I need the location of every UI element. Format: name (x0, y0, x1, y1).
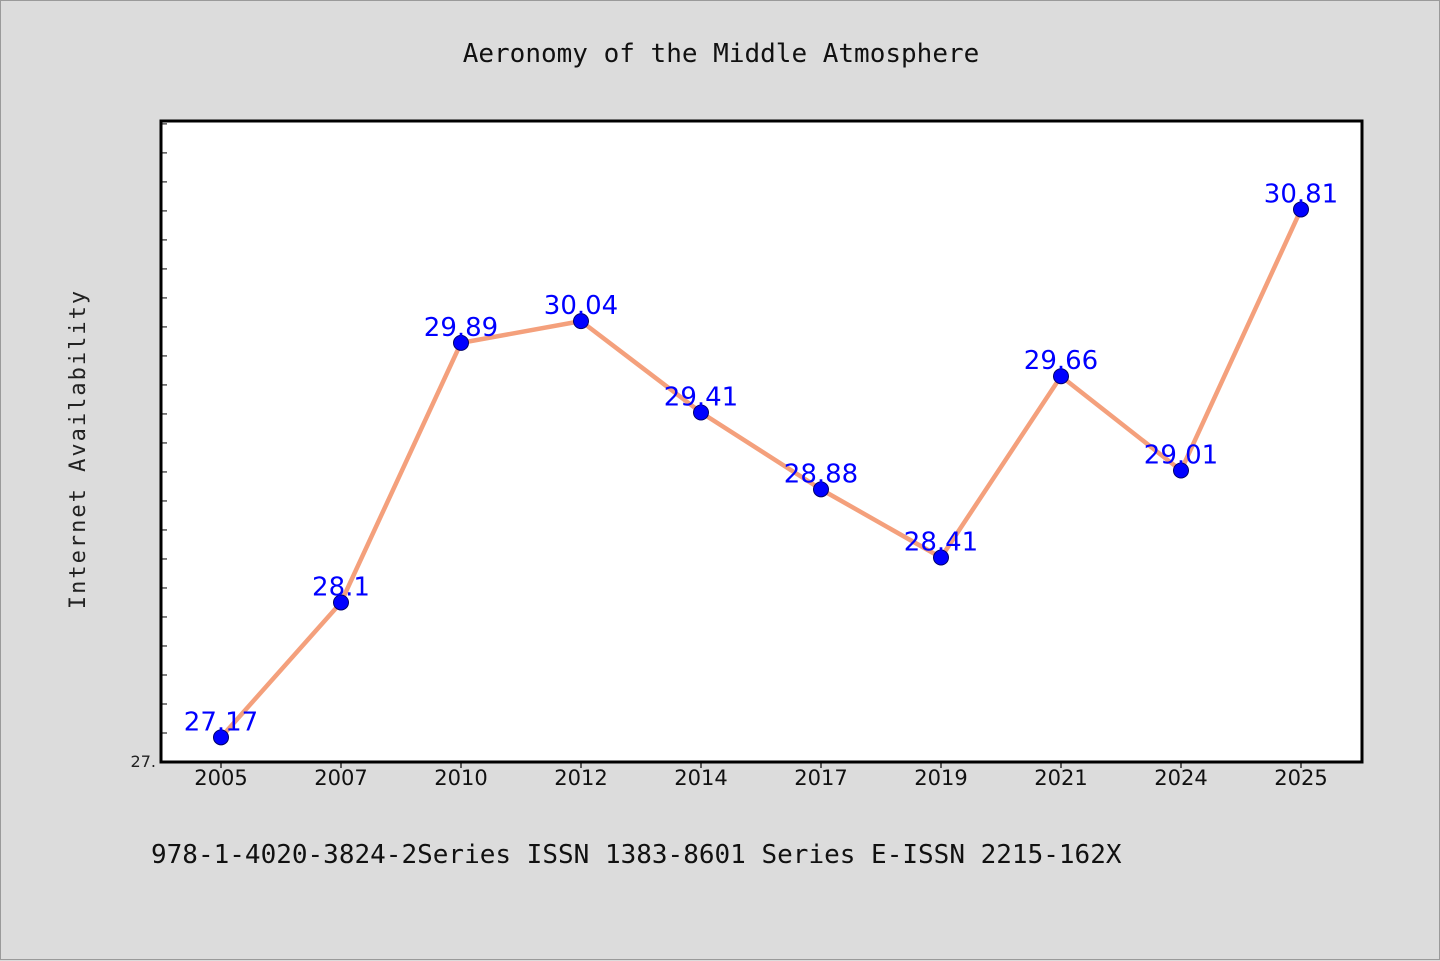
data-point (1293, 201, 1309, 218)
data-label: 29.01 (1144, 441, 1218, 471)
data-point (933, 549, 949, 566)
data-label: 30.04 (544, 291, 618, 321)
plot-border (159, 119, 1364, 764)
x-tick-label: 2021 (1034, 766, 1087, 790)
chart-title: Aeronomy of the Middle Atmosphere (463, 39, 980, 69)
x-tick-label: 2019 (914, 766, 967, 790)
data-label: 29.89 (424, 313, 498, 343)
x-tick-label: 2010 (434, 766, 487, 790)
y-axis-label: Internet Availability (66, 289, 91, 609)
x-tick-label: 2007 (314, 766, 367, 790)
data-point (333, 594, 349, 611)
data-label: 28.41 (904, 528, 978, 558)
x-axis-tick-labels: 2005 2007 2010 2012 2014 2017 2019 2021 2024 2025 (194, 766, 1327, 790)
data-labels: 27.17 28.1 29.89 30.04 29.41 28.88 28.41 29.66 2… (184, 179, 1338, 737)
x-tick-label: 2014 (674, 766, 727, 790)
data-label: 29.66 (1024, 346, 1098, 376)
footer-text: 978-1-4020-3824-2Series ISSN 1383-8601 S… (151, 840, 1122, 870)
data-point (1173, 462, 1189, 479)
y-tick-label: 27. (131, 752, 156, 771)
x-tick-label: 2017 (794, 766, 847, 790)
data-point (453, 334, 469, 351)
data-label: 30.81 (1264, 179, 1338, 209)
x-tick-label: 2012 (554, 766, 607, 790)
data-label: 28.1 (312, 572, 370, 602)
data-label: 28.88 (784, 459, 858, 489)
data-label: 29.41 (664, 382, 738, 412)
x-tick-label: 2025 (1274, 766, 1327, 790)
x-tick-label: 2005 (194, 766, 247, 790)
data-point (1053, 368, 1069, 385)
data-point (693, 404, 709, 421)
data-point (573, 313, 589, 330)
series-markers (213, 201, 1309, 746)
plot-area (161, 121, 1362, 762)
data-point (213, 729, 229, 746)
data-label: 27.17 (184, 707, 258, 737)
data-point (813, 481, 829, 498)
x-tick-label: 2024 (1154, 766, 1207, 790)
series-line (218, 207, 1304, 740)
